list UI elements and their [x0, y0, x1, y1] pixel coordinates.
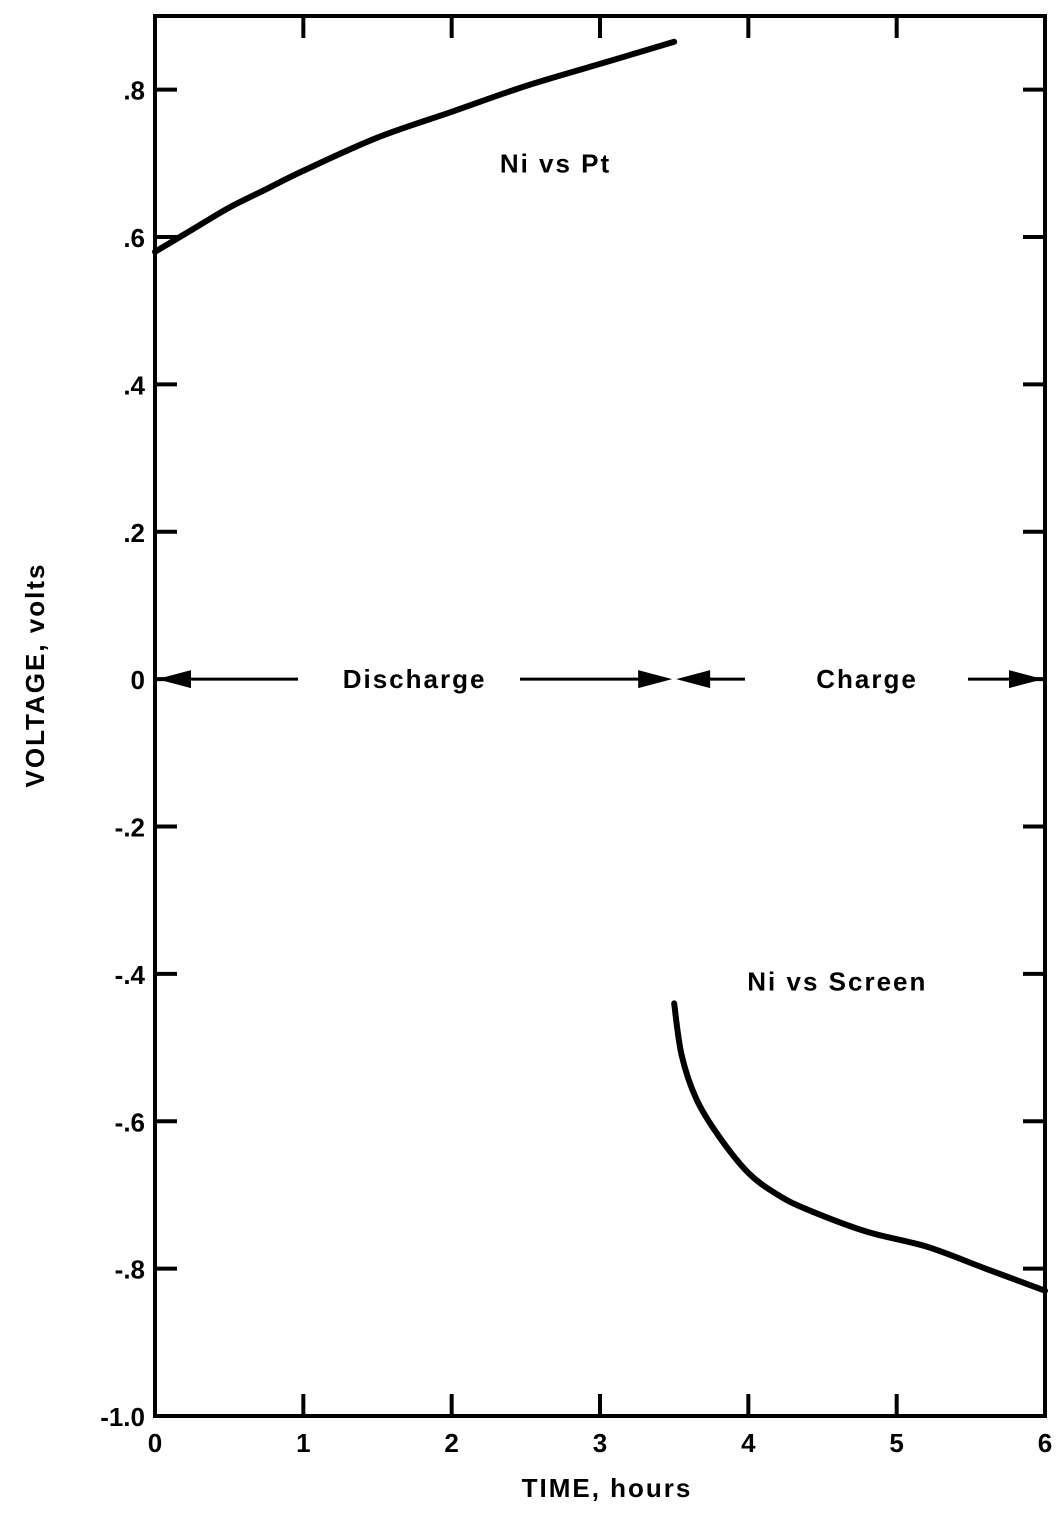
y-tick-label: 0: [131, 665, 145, 695]
charge-arrowhead-left: [676, 670, 710, 688]
x-tick-label: 6: [1038, 1428, 1052, 1458]
series-line-ni-vs-pt: [155, 42, 674, 252]
y-tick-label: -1.0: [100, 1402, 145, 1432]
y-tick-label: -.2: [115, 813, 145, 843]
charge-arrowhead-right: [1009, 670, 1043, 688]
y-axis-label: VOLTAGE, volts: [20, 563, 50, 788]
y-tick-label: -.6: [115, 1107, 145, 1137]
x-axis-label: TIME, hours: [522, 1473, 693, 1503]
y-tick-label: .4: [123, 370, 145, 400]
x-tick-label: 3: [593, 1428, 607, 1458]
y-tick-label: -.4: [115, 960, 146, 990]
x-tick-label: 1: [296, 1428, 310, 1458]
y-tick-label: .6: [123, 223, 145, 253]
x-tick-label: 0: [148, 1428, 162, 1458]
discharge-arrowhead-left: [157, 670, 191, 688]
plot-frame: [155, 16, 1045, 1416]
y-tick-label: .8: [123, 76, 145, 106]
x-tick-label: 5: [889, 1428, 903, 1458]
series-line-ni-vs-screen: [674, 1003, 1045, 1290]
annotation-ni-vs-pt: Ni vs Pt: [500, 148, 611, 178]
x-tick-label: 4: [741, 1428, 756, 1458]
x-tick-label: 2: [444, 1428, 458, 1458]
annotation-charge: Charge: [816, 664, 918, 694]
annotation-ni-vs-screen: Ni vs Screen: [747, 966, 927, 996]
y-tick-label: .2: [123, 518, 145, 548]
discharge-arrowhead-right: [638, 670, 672, 688]
annotation-discharge: Discharge: [343, 664, 487, 694]
y-tick-label: -.8: [115, 1255, 145, 1285]
